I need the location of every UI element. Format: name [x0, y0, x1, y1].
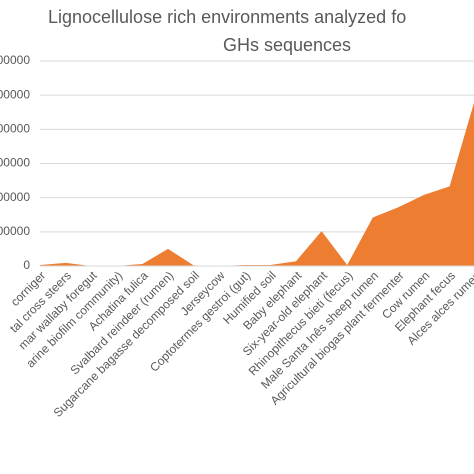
chart-title: GHs sequences	[223, 35, 351, 55]
y-tick-label: 0	[23, 258, 30, 272]
chart-title: Lignocellulose rich environments analyze…	[48, 7, 406, 27]
area	[40, 102, 474, 266]
